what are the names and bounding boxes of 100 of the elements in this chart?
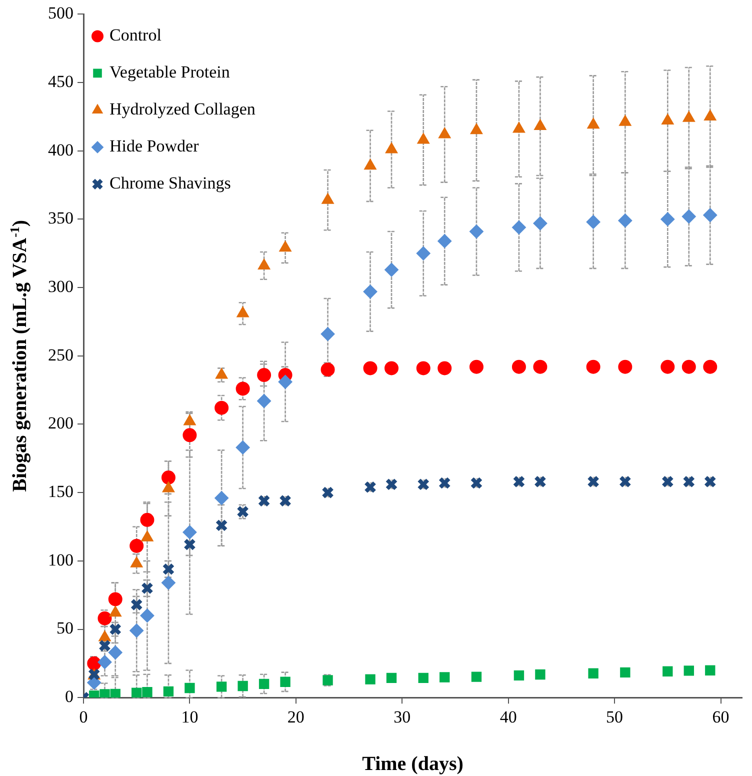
point	[385, 142, 398, 154]
point	[215, 519, 228, 532]
point	[182, 525, 197, 540]
y-tick-label: 0	[65, 687, 74, 706]
point	[162, 562, 175, 576]
point	[257, 368, 272, 382]
point	[140, 512, 154, 527]
point	[236, 382, 250, 396]
point	[438, 234, 452, 248]
point	[620, 667, 630, 678]
point	[163, 686, 174, 697]
point	[534, 119, 546, 130]
point	[469, 360, 484, 374]
point	[533, 360, 548, 374]
x-tick-label: 30	[394, 707, 411, 726]
point	[98, 611, 112, 626]
point	[110, 688, 120, 698]
point	[278, 374, 292, 389]
point	[471, 672, 482, 682]
point	[215, 368, 228, 379]
point	[236, 306, 249, 318]
point	[257, 394, 272, 408]
point	[258, 258, 270, 270]
point	[704, 110, 716, 120]
y-tick-label: 450	[48, 72, 74, 92]
point	[682, 209, 696, 224]
point	[469, 224, 484, 239]
point	[660, 360, 675, 374]
legend-label: Hide Powder	[110, 136, 200, 156]
x-tick-label: 0	[79, 707, 88, 726]
point	[438, 127, 451, 138]
y-tick-label: 350	[48, 208, 74, 228]
point	[184, 414, 196, 426]
y-tick-label: 50	[56, 618, 74, 638]
point	[108, 645, 122, 660]
point	[586, 360, 600, 374]
y-tick-label: 150	[48, 482, 74, 502]
point	[684, 666, 694, 676]
point	[279, 240, 292, 252]
point	[184, 682, 195, 694]
legend-label: Hydrolyzed Collagen	[110, 100, 256, 119]
point	[416, 246, 430, 260]
point	[618, 214, 632, 228]
point	[214, 491, 229, 506]
point	[132, 688, 142, 698]
point	[535, 669, 546, 680]
point	[130, 598, 143, 611]
point	[320, 362, 335, 377]
point	[87, 656, 102, 670]
point	[384, 262, 399, 277]
point	[438, 361, 452, 376]
x-tick-label: 10	[181, 707, 198, 726]
point	[512, 122, 526, 133]
point	[183, 538, 196, 551]
point	[161, 576, 176, 590]
point	[417, 132, 430, 144]
y-axis-title: Biogas generation (mL.g VSA-1)	[7, 220, 31, 492]
point	[512, 360, 526, 374]
point	[662, 114, 674, 125]
y-tick-label: 250	[48, 345, 74, 364]
y-tick-label: 400	[48, 140, 74, 160]
point	[322, 193, 334, 204]
x-tick-label: 20	[287, 707, 304, 726]
x-tick-label: 40	[500, 707, 517, 726]
point	[682, 360, 696, 374]
x-axis-title: Time (days)	[362, 753, 464, 775]
point	[587, 118, 600, 129]
point	[364, 158, 376, 170]
point	[100, 689, 110, 698]
point	[662, 666, 673, 676]
point	[130, 624, 144, 638]
point	[161, 470, 176, 485]
point	[618, 360, 632, 374]
legend-label: Chrome Shavings	[110, 174, 231, 193]
point	[440, 672, 450, 682]
point	[660, 212, 675, 226]
point	[238, 680, 248, 692]
point	[182, 428, 197, 442]
point	[214, 400, 229, 415]
point	[140, 582, 154, 594]
point	[682, 111, 696, 122]
y-tick-label: 100	[48, 550, 74, 570]
point	[705, 665, 716, 676]
point	[384, 361, 399, 376]
point	[236, 440, 250, 454]
point	[416, 361, 430, 376]
point	[619, 115, 632, 126]
point	[280, 676, 290, 687]
point	[470, 123, 483, 134]
point	[586, 214, 600, 229]
point	[514, 670, 524, 681]
point	[320, 327, 335, 342]
point	[703, 360, 718, 374]
point	[363, 361, 378, 376]
y-tick-label: 300	[48, 277, 74, 296]
point	[258, 678, 270, 690]
legend-label: Control	[110, 26, 162, 45]
point	[140, 608, 154, 623]
point	[588, 668, 598, 679]
point	[365, 674, 376, 684]
